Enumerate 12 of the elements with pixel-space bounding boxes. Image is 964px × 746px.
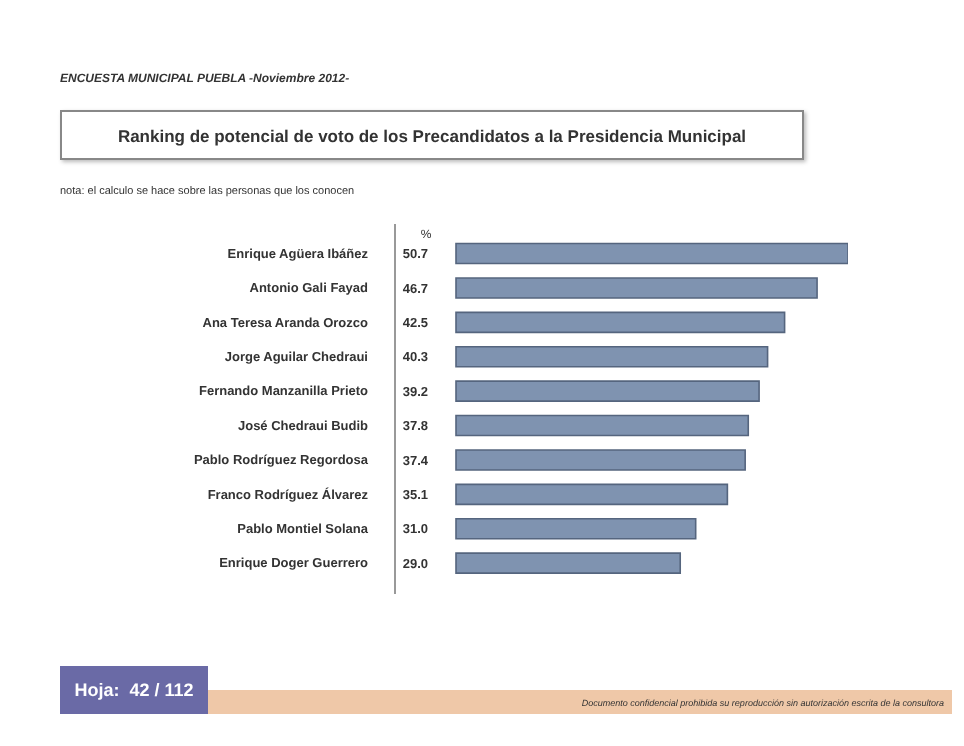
bar	[455, 449, 746, 471]
bar	[455, 311, 786, 334]
bar	[455, 242, 848, 265]
bar	[455, 345, 769, 368]
bar	[455, 380, 760, 402]
bar	[455, 483, 729, 506]
bar	[455, 414, 750, 437]
chart-title: Ranking de potencial de voto de los Precandidatos a la Presidencia Municipal	[60, 110, 804, 160]
text: Hoja: 42 / 112	[60, 666, 208, 714]
bar	[455, 517, 697, 540]
bar	[455, 552, 682, 574]
bar	[455, 277, 818, 299]
